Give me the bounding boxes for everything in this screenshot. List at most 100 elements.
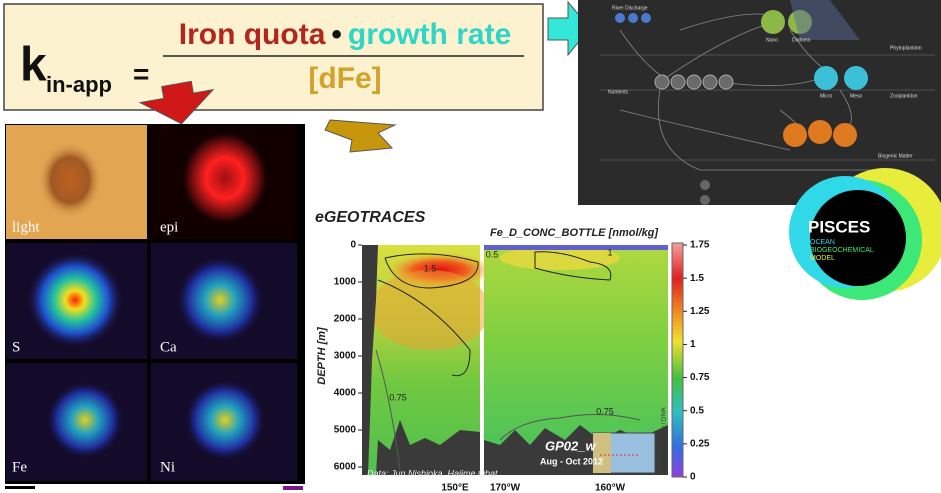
node <box>844 66 868 90</box>
contour-label: 0.75 <box>596 406 614 416</box>
microscopy: light epi S Ca Fe Ni <box>5 124 305 490</box>
x-tick-label: 160°W <box>595 483 626 493</box>
panel-label: Fe <box>12 459 27 475</box>
contour-label: 0.5 <box>486 249 499 259</box>
y-tick-label: 2000 <box>334 314 357 325</box>
scale-bar <box>5 486 35 489</box>
dates: Aug - Oct 2012 <box>540 456 603 466</box>
bathymetry <box>376 420 480 475</box>
panel-label: epi <box>160 219 178 235</box>
colorbar-tick-label: 0.75 <box>690 372 710 383</box>
node <box>641 13 651 23</box>
logo-name: PISCES <box>808 217 870 236</box>
contour <box>375 349 401 471</box>
diagram-label: Biogenic Matter <box>878 153 913 159</box>
panel-label: Ca <box>160 339 177 355</box>
diagram-label: River Discharge <box>612 5 648 11</box>
colorbar-tick-label: 1.25 <box>690 306 710 317</box>
logo-text: MODEL <box>810 255 835 262</box>
cell <box>38 142 102 218</box>
panel-label: light <box>12 219 40 235</box>
y-tick-label: 4000 <box>334 388 357 399</box>
diagram-label: Nano <box>766 37 778 43</box>
panel-label: Ni <box>160 459 175 475</box>
logo-text: BIOGEOCHEMICAL <box>810 247 874 254</box>
equals: = <box>133 58 149 89</box>
equation-box <box>3 3 544 111</box>
surface <box>484 245 668 250</box>
cell <box>45 380 125 460</box>
diagram-label: Diatoms <box>792 37 811 43</box>
variable-name: Fe_D_CONC_BOTTLE [nmol/kg] <box>490 227 658 239</box>
y-tick-label: 0 <box>350 240 356 251</box>
denominator: [dFe] <box>308 62 381 95</box>
logo-core <box>810 190 906 286</box>
inset-land <box>593 433 611 473</box>
red-arrow <box>138 80 215 125</box>
node <box>700 180 710 190</box>
pisces-logo: PISCES OCEAN BIOGEOCHEMICAL MODEL <box>789 168 941 300</box>
colorbar-tick-label: 0.5 <box>690 405 704 416</box>
numerator: Iron quota • growth rate <box>179 18 512 51</box>
cell <box>27 252 123 348</box>
node <box>702 74 718 90</box>
colorbar-tick-label: 0.25 <box>690 438 710 449</box>
contour-label: 1.5 <box>424 263 437 273</box>
contour <box>534 251 612 281</box>
colorbar-tick-label: 1 <box>690 339 696 350</box>
colorbar <box>671 242 684 478</box>
y-tick-label: 3000 <box>334 351 357 362</box>
cell <box>183 378 267 462</box>
node <box>700 195 710 205</box>
gold-arrow <box>324 119 397 153</box>
colorbar-tick-label: 1.5 <box>690 273 704 284</box>
cell <box>183 133 267 223</box>
y-tick-label: 6000 <box>334 462 357 473</box>
y-tick-label: 1000 <box>334 277 357 288</box>
node <box>814 66 838 90</box>
node <box>615 13 625 23</box>
diagram-label: Meso <box>850 93 862 99</box>
k-symbol: k <box>20 39 47 92</box>
node <box>628 13 638 23</box>
y-tick-label: 5000 <box>334 425 357 436</box>
section-plot: eGEOTRACES Fe_D_CONC_BOTTLE [nmol/kg] DE… <box>315 209 710 493</box>
cruise: GP02_w <box>545 438 596 453</box>
y-axis-label: DEPTH [m] <box>316 327 328 385</box>
contour <box>499 413 641 441</box>
light-beam <box>790 0 860 40</box>
scale-bar <box>283 486 303 490</box>
node <box>686 74 702 90</box>
dot: • <box>331 18 342 51</box>
k-subscript: in-app <box>46 72 112 97</box>
diagram-label: Phytoplankton <box>890 45 922 51</box>
diagram-label: Zooplankton <box>890 93 918 99</box>
x-tick-label: 150°E <box>441 483 469 493</box>
colorbar-tick-label: 0 <box>690 472 696 483</box>
contour <box>377 279 471 377</box>
node <box>654 74 670 90</box>
node <box>761 10 785 34</box>
node <box>718 74 734 90</box>
contour <box>384 253 479 289</box>
node <box>783 123 807 147</box>
section-title: eGEOTRACES <box>315 209 426 226</box>
diagram-label: Nutrients <box>608 89 629 95</box>
equation: k in-app = Iron quota • growth rate [dFe] <box>3 3 544 111</box>
colorbar-tick-label: 1.75 <box>690 240 710 251</box>
warm-zone <box>500 246 620 270</box>
diagram-label: Micro <box>820 93 832 99</box>
bathymetry <box>362 245 378 475</box>
x-tick-label: 170°W <box>490 483 521 493</box>
node <box>808 120 832 144</box>
credit: Data: Jun Nishioka, Hajime Obat <box>367 468 498 478</box>
iron-quota: Iron quota <box>179 18 326 51</box>
software: Ocean Data View / DIVA <box>662 407 668 472</box>
contour-label: 1 <box>607 247 612 257</box>
growth-rate: growth rate <box>348 18 511 51</box>
logo-text: OCEAN <box>810 239 835 246</box>
panel-label: S <box>12 339 20 355</box>
contour-label: 0.75 <box>389 392 407 402</box>
node <box>833 123 857 147</box>
cell <box>175 255 265 345</box>
